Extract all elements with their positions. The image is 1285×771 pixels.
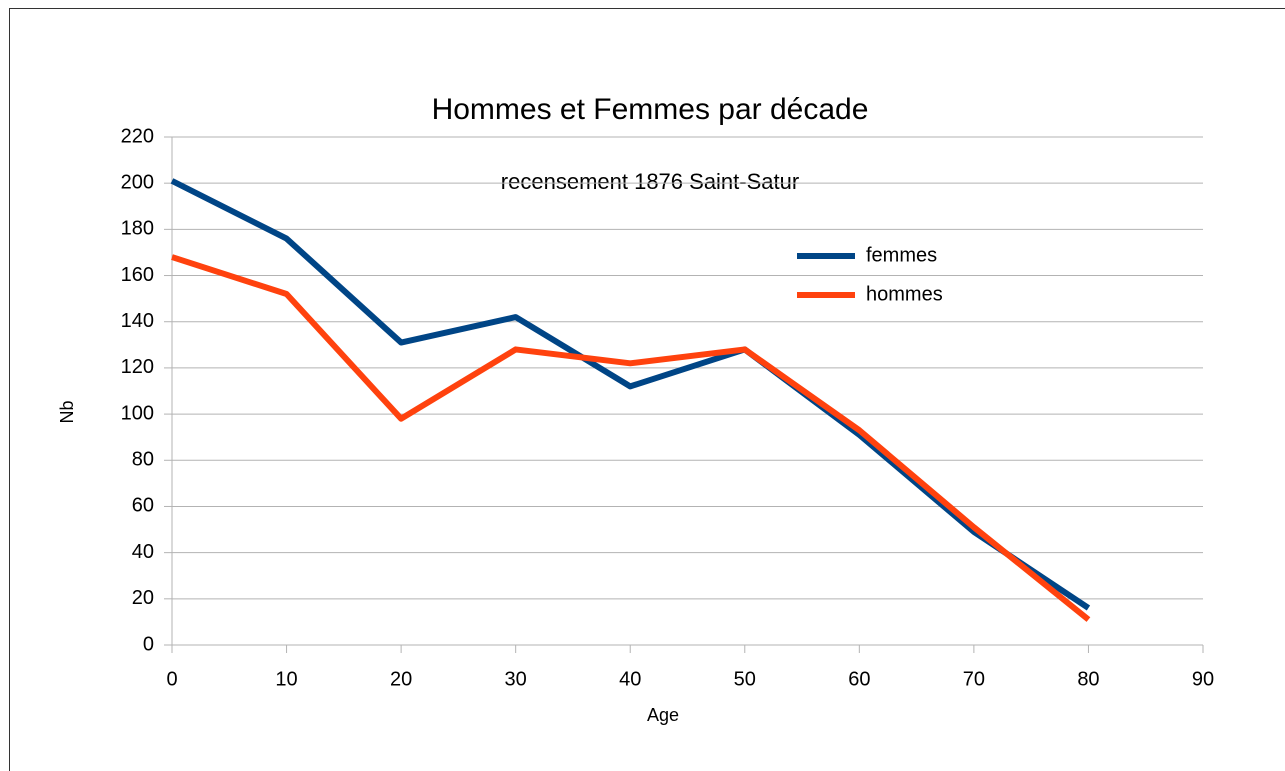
legend-label: hommes (866, 283, 943, 305)
y-tick-label: 40 (132, 541, 154, 563)
line-series (170, 178, 1091, 611)
chart-title: Hommes et Femmes par décade (432, 93, 869, 126)
y-tick-label: 20 (132, 587, 154, 609)
line-series (171, 254, 1091, 622)
y-tick-label: 220 (121, 125, 154, 147)
chart-subtitle: recensement 1876 Saint-Satur (501, 169, 799, 194)
x-tick-label: 0 (166, 668, 177, 690)
y-tick-label: 200 (121, 171, 154, 193)
x-tick-label: 20 (390, 668, 412, 690)
y-tick-label: 60 (132, 495, 154, 517)
x-tick-label: 60 (848, 668, 870, 690)
x-tick-label: 70 (963, 668, 985, 690)
x-tick-label: 40 (619, 668, 641, 690)
x-tick-label: 30 (505, 668, 527, 690)
x-tick-label: 80 (1077, 668, 1099, 690)
y-tick-label: 160 (121, 264, 154, 286)
legend-label: femmes (866, 244, 937, 266)
x-axis-label: Age (647, 705, 679, 725)
x-tick-label: 50 (734, 668, 756, 690)
y-tick-label: 140 (121, 310, 154, 332)
x-tick-label: 10 (275, 668, 297, 690)
x-tick-label: 90 (1192, 668, 1214, 690)
y-tick-label: 100 (121, 402, 154, 424)
y-tick-label: 120 (121, 356, 154, 378)
y-tick-label: 0 (143, 633, 154, 655)
y-tick-label: 180 (121, 218, 154, 240)
frame (9, 8, 1285, 771)
y-tick-label: 80 (132, 449, 154, 471)
y-axis-label: Nb (57, 400, 77, 423)
